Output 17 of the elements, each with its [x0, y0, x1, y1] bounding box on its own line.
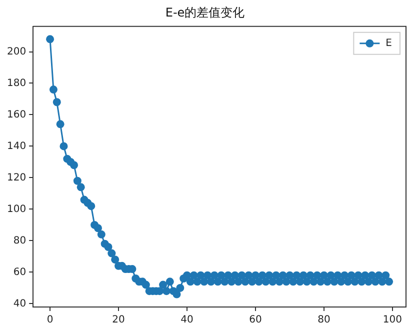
y-tick-label: 40 [13, 298, 26, 310]
chart-title: E-e的差值变化 [165, 5, 245, 20]
y-tick-label: 120 [6, 172, 26, 184]
x-tick-label: 20 [112, 314, 125, 326]
y-tick-label: 140 [6, 140, 26, 152]
x-tick-label: 100 [382, 314, 402, 326]
y-tick-label: 160 [6, 109, 26, 120]
x-tick-label: 80 [318, 314, 330, 326]
y-tick-label: 200 [6, 46, 26, 58]
x-tick-label: 60 [249, 314, 262, 326]
x-tick-label: 0 [46, 314, 54, 326]
y-tick-label: 100 [6, 204, 26, 215]
x-tick-label: 40 [180, 314, 194, 326]
y-tick-label: 60 [13, 266, 26, 278]
y-tick-label: 180 [6, 78, 26, 89]
legend-label: E [386, 38, 392, 49]
y-tick-label: 80 [13, 235, 26, 246]
